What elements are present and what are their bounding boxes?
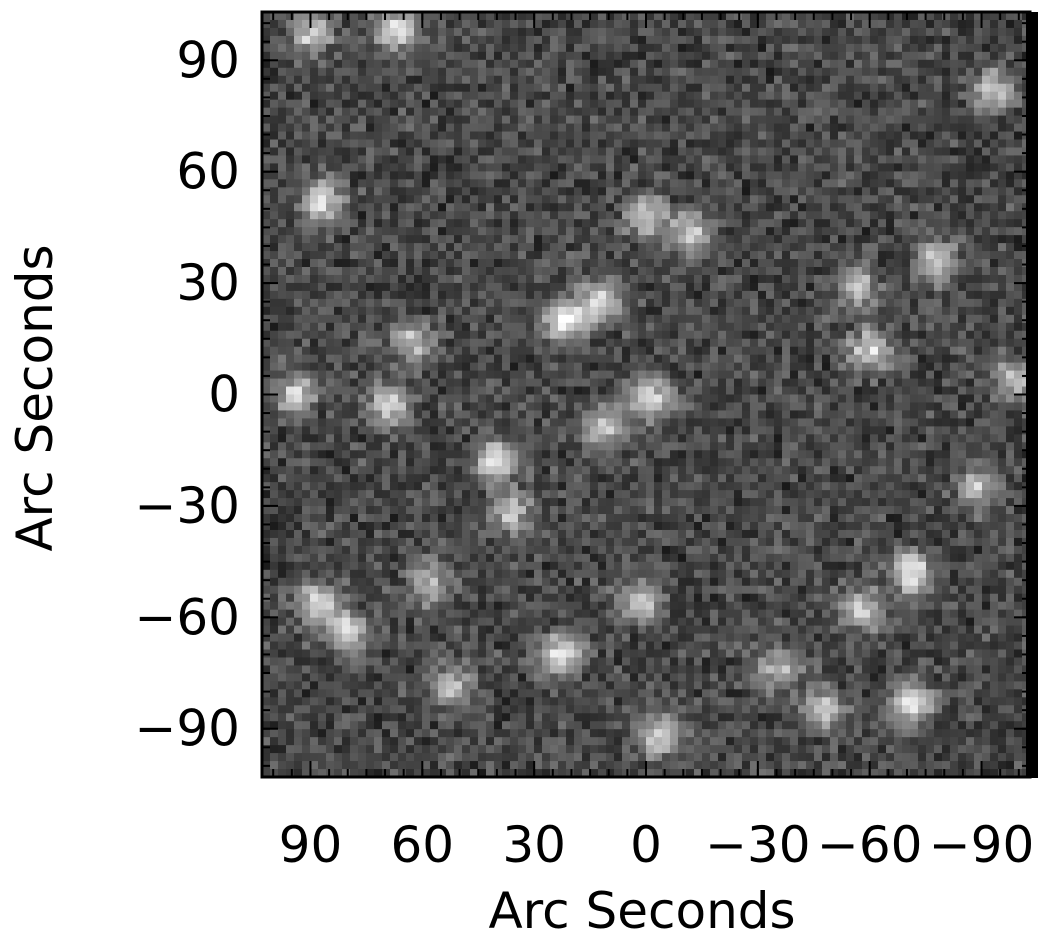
y-tick-labels: 90 60 30 0 −30 −60 −90 — [134, 31, 240, 757]
x-tick-label: −90 — [929, 816, 1035, 874]
x-tick-labels: 90 60 30 0 −30 −60 −90 — [279, 816, 1035, 874]
y-tick-label: −60 — [134, 588, 240, 646]
y-tick-label: 0 — [208, 366, 240, 424]
y-tick-label: 30 — [176, 254, 240, 312]
x-tick-label: 60 — [390, 816, 454, 874]
y-tick-label: 60 — [176, 143, 240, 201]
major-ticks — [262, 12, 1030, 777]
y-tick-label: 90 — [176, 31, 240, 89]
right-edge-bar — [1026, 12, 1038, 778]
x-tick-label: 30 — [502, 816, 566, 874]
y-tick-label: −30 — [134, 477, 240, 535]
x-tick-label: 0 — [630, 816, 662, 874]
x-tick-label: 90 — [279, 816, 343, 874]
y-axis-label: Arc Seconds — [6, 244, 64, 551]
grayscale-pixel-map — [262, 12, 1031, 778]
x-tick-label: −30 — [705, 816, 811, 874]
y-tick-label: −90 — [134, 700, 240, 758]
x-axis-label: Arc Seconds — [488, 882, 795, 940]
x-tick-label: −60 — [817, 816, 923, 874]
